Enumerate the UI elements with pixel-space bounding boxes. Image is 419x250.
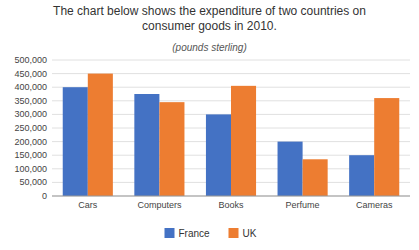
title-line: consumer goods in 2010. [142,19,277,33]
x-tick-label: Perfume [286,200,320,210]
x-tick-label: Cameras [356,200,393,210]
y-tick-label: 100,000 [14,164,47,174]
bar [349,155,374,196]
legend-label: UK [243,228,257,239]
bar [374,98,399,196]
x-tick-label: Books [218,200,244,210]
bar [88,74,113,196]
legend-swatch [229,228,239,238]
grid-line [52,60,410,61]
y-tick-label: 400,000 [14,82,47,92]
legend-label: France [179,228,211,239]
y-tick-label: 150,000 [14,150,47,160]
subtitle: (pounds sterling) [172,42,246,53]
y-tick-label: 250,000 [14,123,47,133]
chart: The chart below shows the expenditure of… [0,0,419,250]
bars [63,74,400,196]
bar [303,159,328,196]
y-tick-label: 350,000 [14,96,47,106]
y-tick-label: 500,000 [14,55,47,65]
y-tick-label: 300,000 [14,109,47,119]
grid-line [52,196,410,197]
bar [63,87,88,196]
x-tick-label: Computers [137,200,182,210]
y-tick-label: 200,000 [14,137,47,147]
y-tick-label: 0 [42,191,47,201]
x-axis-line [52,196,410,197]
legend: France UK [165,228,257,239]
y-axis: 0 50,000 100,000 150,000 200,000 250,000 300,0… [14,55,410,201]
x-tick-label: Cars [78,200,98,210]
bar [159,102,184,196]
bar [278,142,303,196]
legend-swatch [165,228,175,238]
bar [134,94,159,196]
bar [206,114,231,196]
bar [231,86,256,196]
title-line: The chart below shows the expenditure of… [53,4,366,18]
y-tick-label: 50,000 [19,177,47,187]
y-tick-label: 450,000 [14,69,47,79]
title: The chart below shows the expenditure of… [53,4,366,33]
